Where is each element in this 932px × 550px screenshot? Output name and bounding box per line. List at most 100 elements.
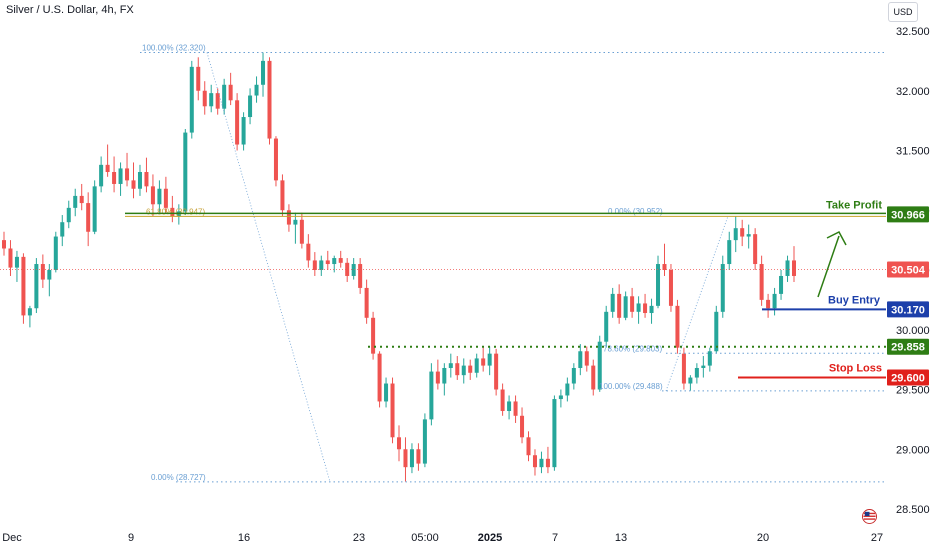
candle-body	[416, 449, 421, 464]
candle-body	[384, 383, 389, 402]
x-tick-label: 13	[615, 532, 627, 544]
candle-body	[772, 293, 777, 309]
candle-body	[636, 303, 641, 312]
y-tick-label: 32.000	[896, 86, 930, 98]
candle-body	[649, 305, 654, 314]
candle-body	[14, 256, 19, 268]
candle-body	[144, 172, 149, 187]
stop-loss-badge	[887, 369, 929, 386]
candle-body	[520, 415, 525, 438]
candle-body	[47, 270, 52, 280]
candle-body	[662, 264, 667, 270]
candle-body	[66, 207, 71, 223]
buy-entry-badge	[887, 301, 929, 318]
candle-body	[714, 311, 719, 352]
candle-body	[591, 365, 596, 390]
candle-body	[364, 287, 369, 318]
candle-body	[79, 195, 84, 204]
candle-body	[306, 243, 311, 261]
candle-body	[1, 240, 7, 249]
candle-body	[131, 180, 136, 189]
candle-body	[701, 365, 706, 368]
candle-body	[707, 351, 712, 366]
candle-body	[610, 293, 615, 312]
support-badge	[887, 338, 929, 355]
candle-body	[668, 270, 673, 306]
candle-body	[228, 84, 233, 101]
candle-body	[442, 367, 447, 384]
candle-body	[720, 264, 725, 312]
x-tick-label: 2025	[478, 532, 502, 544]
candle-body	[345, 262, 350, 276]
candle-body	[92, 186, 97, 232]
x-tick-label: 23	[353, 532, 365, 544]
candle-body	[455, 363, 460, 376]
candle-body	[500, 389, 505, 412]
candle-body	[565, 383, 570, 396]
candle-body	[157, 188, 162, 205]
candle-body	[468, 365, 473, 373]
candle-body	[105, 164, 110, 173]
candle-body	[183, 132, 188, 212]
candle-body	[513, 401, 518, 416]
candle-body	[740, 228, 745, 237]
candle-body	[196, 66, 201, 91]
x-tick-label: Dec	[2, 532, 22, 544]
stop-loss-label: Stop Loss	[829, 363, 882, 375]
current-price-badge	[887, 261, 929, 278]
candle-body	[727, 240, 732, 265]
candle-body	[474, 358, 479, 373]
candle-body	[248, 95, 253, 118]
candle-body	[390, 383, 395, 438]
candle-body	[150, 186, 155, 205]
candle-body	[656, 264, 661, 306]
candle-body	[377, 353, 382, 402]
candle-body	[746, 234, 751, 237]
candle-body	[753, 234, 758, 265]
fib-label: 100.00% (29.488)	[599, 382, 663, 391]
candle-body	[163, 188, 168, 208]
candle-body	[209, 93, 214, 107]
y-tick-label: 29.000	[896, 444, 930, 456]
candle-body	[681, 353, 686, 384]
candle-body	[422, 419, 427, 464]
candle-body	[584, 351, 589, 366]
candle-body	[21, 256, 26, 316]
candle-body	[539, 458, 544, 468]
candle-body	[235, 100, 240, 145]
candle-body	[137, 172, 142, 189]
candle-body	[371, 317, 376, 354]
y-tick-label: 32.500	[896, 26, 930, 38]
candle-body	[325, 260, 330, 265]
candle-body	[170, 207, 175, 217]
candle-body	[202, 90, 207, 107]
candle-body	[112, 172, 117, 184]
y-tick-label: 28.500	[896, 504, 930, 516]
y-tick-label: 31.500	[896, 146, 930, 158]
candle-body	[267, 60, 272, 139]
take-profit-badge-text: 30.966	[891, 209, 925, 221]
candle-body	[643, 303, 648, 314]
price-axis: 28.50029.00029.50030.00030.50031.00031.5…	[887, 26, 930, 516]
x-tick-label: 7	[552, 532, 558, 544]
candle-body	[273, 138, 278, 181]
candle-body	[241, 117, 246, 145]
fib-label: 0.00% (30.952)	[608, 207, 663, 216]
candle-body	[448, 363, 453, 368]
candle-body	[779, 275, 784, 294]
y-tick-label: 30.000	[896, 325, 930, 337]
buy-entry-label: Buy Entry	[828, 294, 881, 306]
us-flag-icon	[862, 509, 877, 524]
candle-body	[429, 371, 434, 420]
candle-body	[8, 248, 13, 268]
currency-selector[interactable]: USD	[888, 2, 918, 22]
overlay-layer: 100.00% (32.320) 61.80% (30.947) 0.00% (28…	[0, 44, 886, 483]
candle-body	[332, 258, 337, 265]
candle-body	[338, 258, 343, 263]
candle-body	[34, 264, 39, 309]
candle-body	[53, 236, 58, 270]
candle-body	[688, 377, 693, 384]
candle-body	[785, 260, 790, 276]
candle-body	[759, 264, 764, 300]
